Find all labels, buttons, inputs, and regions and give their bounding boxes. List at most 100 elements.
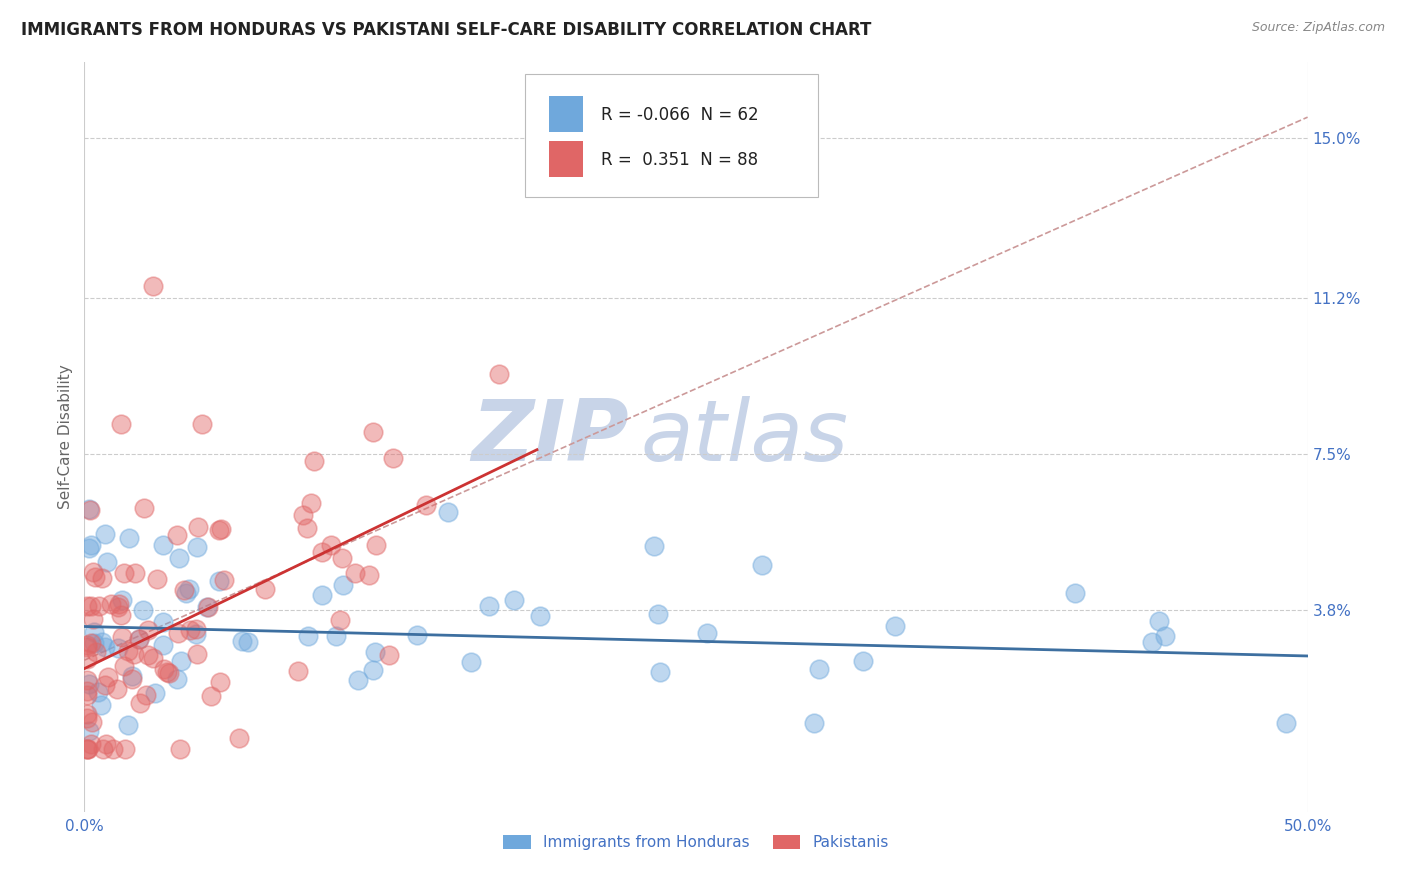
Point (83, 636, 105, 650)
Point (295, 521, 318, 535)
Point (93, 527, 115, 541)
Point (131, 603, 153, 617)
Point (76, 741, 98, 756)
Point (648, 665, 671, 679)
Point (297, 629, 319, 643)
Point (134, 500, 156, 515)
Point (90, 571, 112, 585)
Point (107, 600, 129, 615)
Point (100, 597, 122, 611)
Point (643, 539, 665, 553)
Point (364, 538, 387, 552)
Point (186, 647, 208, 661)
Point (76, 638, 98, 652)
Point (76, 741, 98, 756)
Point (136, 648, 159, 662)
Point (118, 531, 141, 545)
Point (200, 690, 222, 704)
Point (1275, 715, 1298, 730)
Point (124, 566, 146, 580)
FancyBboxPatch shape (524, 74, 818, 197)
Point (1063, 585, 1085, 599)
Point (415, 498, 437, 512)
Point (883, 618, 905, 632)
Point (478, 599, 501, 614)
Point (166, 528, 188, 542)
Point (179, 623, 201, 637)
Point (197, 600, 219, 615)
Point (157, 665, 180, 680)
Point (302, 454, 325, 468)
Point (212, 573, 235, 587)
Point (143, 686, 166, 700)
Point (142, 651, 165, 665)
Point (156, 665, 179, 680)
Point (80, 636, 103, 650)
Text: R =  0.351  N = 88: R = 0.351 N = 88 (600, 151, 758, 169)
Point (152, 615, 174, 630)
Point (76, 684, 98, 698)
Point (287, 665, 309, 679)
Point (77, 723, 100, 738)
Text: Source: ZipAtlas.com: Source: ZipAtlas.com (1251, 21, 1385, 35)
Point (184, 623, 207, 637)
Point (437, 505, 460, 519)
Point (382, 450, 405, 465)
Y-axis label: Self-Care Disability: Self-Care Disability (58, 365, 73, 509)
Point (153, 662, 176, 676)
Point (114, 741, 136, 756)
Point (529, 609, 551, 624)
Point (90, 698, 112, 713)
Point (110, 417, 132, 432)
Point (76, 673, 98, 688)
Point (146, 572, 169, 586)
Point (96, 737, 118, 751)
Point (80, 538, 103, 552)
Point (79, 599, 101, 613)
Point (807, 662, 830, 676)
Point (77, 677, 100, 691)
Point (503, 593, 526, 607)
Point (173, 583, 195, 598)
Point (208, 523, 231, 537)
Point (209, 674, 232, 689)
Point (94, 640, 117, 655)
Point (361, 663, 384, 677)
Point (94, 678, 117, 692)
Point (112, 659, 135, 673)
Point (110, 607, 132, 622)
Point (82, 612, 104, 626)
Point (1142, 635, 1164, 649)
Point (82, 714, 104, 729)
Point (121, 669, 143, 683)
Point (76, 711, 98, 725)
Point (87, 685, 110, 699)
Point (76, 741, 98, 756)
Point (187, 520, 209, 534)
Point (152, 538, 174, 552)
Point (647, 607, 669, 621)
Point (87, 599, 110, 614)
Point (76, 688, 98, 702)
Text: atlas: atlas (641, 395, 849, 479)
Point (186, 627, 208, 641)
Point (84, 570, 107, 584)
Point (254, 582, 277, 597)
Point (167, 550, 190, 565)
Point (209, 522, 232, 536)
Point (311, 588, 333, 602)
Point (170, 654, 193, 668)
Point (238, 635, 260, 649)
Point (488, 367, 510, 381)
Point (696, 626, 718, 640)
Point (86, 645, 108, 659)
Point (77, 501, 100, 516)
Point (329, 613, 352, 627)
Point (460, 655, 482, 669)
Point (364, 645, 387, 659)
Point (96, 555, 118, 569)
Point (311, 545, 333, 559)
Point (122, 648, 145, 662)
Point (117, 644, 139, 658)
Bar (550, 96, 583, 132)
